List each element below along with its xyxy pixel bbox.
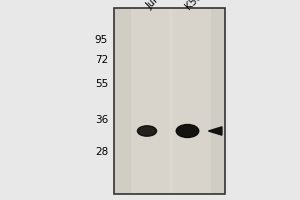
Bar	[130, 8, 172, 194]
Text: 36: 36	[95, 115, 108, 125]
Bar	[114, 8, 225, 194]
Text: K562: K562	[183, 0, 208, 11]
Text: 95: 95	[95, 35, 108, 45]
Polygon shape	[208, 127, 222, 135]
Ellipse shape	[176, 124, 199, 138]
Bar	[169, 8, 211, 194]
Text: 55: 55	[95, 79, 108, 89]
Ellipse shape	[137, 126, 157, 136]
Text: Jurkat: Jurkat	[144, 0, 172, 11]
Text: 28: 28	[95, 147, 108, 157]
Text: 72: 72	[95, 55, 108, 65]
Bar	[114, 8, 225, 194]
